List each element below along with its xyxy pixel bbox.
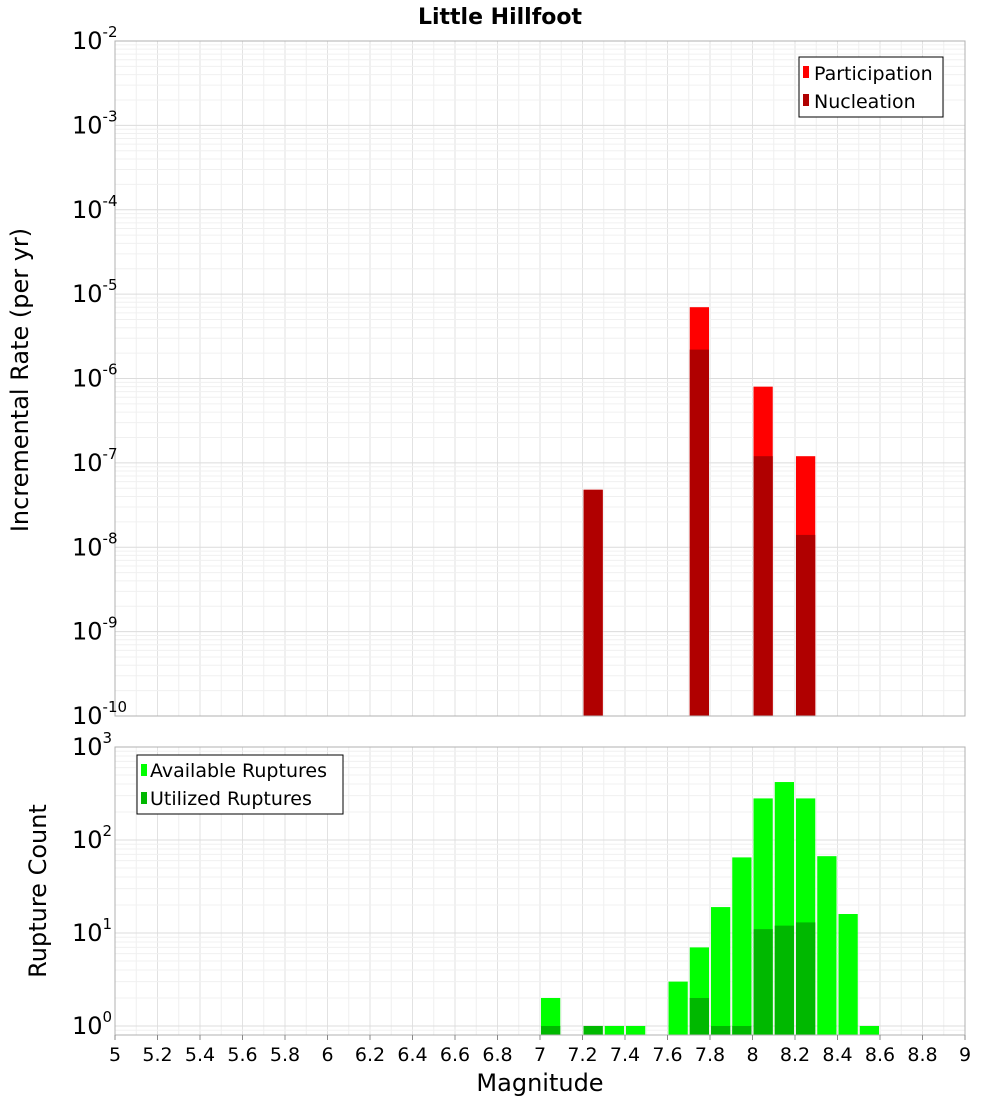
rate-y-tick-label: 10-6	[72, 361, 118, 393]
x-tick-label: 5.6	[227, 1044, 257, 1066]
available-ruptures-bar	[668, 981, 688, 1035]
participation-legend-swatch	[803, 66, 809, 78]
available-ruptures-bar	[604, 1025, 624, 1035]
nucleation-bar	[689, 349, 709, 716]
nucleation-legend-swatch	[803, 94, 809, 106]
rate-y-tick-labels: 10-10 10-9 10-8 10-7 10-6 10-5 10-4 10-3 10-2	[72, 23, 127, 730]
rate-y-tick-label: 10-8	[72, 529, 118, 561]
count-legend-box	[136, 754, 344, 815]
available-legend-label: Available Ruptures	[150, 760, 327, 782]
x-tick-label: 8.4	[822, 1044, 852, 1066]
rate-y-tick-label: 10-7	[72, 445, 118, 477]
x-tick-label: 7	[534, 1044, 546, 1066]
x-tick-label: 8	[746, 1044, 758, 1066]
rate-legend: Participation Nucleation	[798, 56, 944, 118]
available-ruptures-bar	[838, 914, 858, 1035]
x-tick-label: 7.2	[567, 1044, 597, 1066]
count-legend: Available Ruptures Utilized Ruptures	[136, 754, 344, 815]
x-tick-label: 8.8	[907, 1044, 937, 1066]
nucleation-bar	[583, 489, 603, 716]
magnitude-x-tick-labels: 5 5.2 5.4 5.6 5.8 6 6.2 6.4 6.6 6.8 7 7.2 7.4 7.6 7.8 8…	[109, 1035, 971, 1066]
x-tick-label: 5.4	[185, 1044, 215, 1066]
rate-y-tick-label: 10-2	[72, 23, 118, 55]
available-ruptures-bar	[626, 1025, 646, 1035]
x-tick-label: 6.8	[482, 1044, 512, 1066]
nucleation-bar	[796, 534, 816, 716]
count-y-tick-label: 102	[72, 822, 112, 854]
x-tick-label: 6.2	[355, 1044, 385, 1066]
available-ruptures-bar	[732, 857, 752, 1035]
rate-y-tick-label: 10-10	[72, 698, 127, 730]
nucleation-legend-label: Nucleation	[814, 91, 916, 113]
available-ruptures-bar	[859, 1025, 879, 1035]
available-legend-swatch	[141, 764, 147, 776]
x-tick-label: 6	[321, 1044, 333, 1066]
rate-y-tick-label: 10-5	[72, 276, 118, 308]
utilized-legend-label: Utilized Ruptures	[150, 788, 312, 810]
rate-panel: 10-10 10-9 10-8 10-7 10-6 10-5 10-4 10-3 10-2 In…	[6, 23, 966, 730]
rate-y-tick-label: 10-4	[72, 192, 118, 224]
utilized-ruptures-bar	[732, 1025, 752, 1035]
x-tick-label: 5.8	[270, 1044, 300, 1066]
rate-bars	[583, 307, 816, 716]
available-ruptures-bar	[817, 856, 837, 1035]
rate-y-tick-label: 10-3	[72, 107, 118, 139]
rate-grid	[114, 40, 966, 717]
rate-y-tick-label: 10-9	[72, 614, 118, 646]
rate-legend-box	[798, 56, 944, 118]
x-tick-label: 8.6	[865, 1044, 895, 1066]
x-tick-label: 6.4	[397, 1044, 427, 1066]
x-tick-label: 9	[959, 1044, 971, 1066]
utilized-ruptures-bar	[711, 1025, 731, 1035]
x-tick-label: 7.4	[610, 1044, 640, 1066]
x-tick-label: 5.2	[142, 1044, 172, 1066]
chart-title: Little Hillfoot	[418, 5, 583, 30]
utilized-ruptures-bar	[796, 922, 816, 1035]
count-y-axis-label: Rupture Count	[24, 804, 52, 978]
utilized-ruptures-bar	[583, 1025, 603, 1035]
rate-y-axis-label: Incremental Rate (per yr)	[6, 228, 34, 532]
nucleation-bar	[753, 456, 773, 716]
count-panel: 100 101 102 103 5 5.2 5.4 5.6 5.8 6 6.2 6.4 6.6 6.8 7…	[24, 729, 971, 1097]
x-tick-label: 8.2	[780, 1044, 810, 1066]
count-y-tick-labels: 100 101 102 103	[72, 729, 112, 1040]
utilized-ruptures-bar	[753, 929, 773, 1035]
participation-legend-label: Participation	[814, 63, 933, 85]
x-tick-label: 7.8	[695, 1044, 725, 1066]
x-axis-label: Magnitude	[476, 1069, 603, 1097]
utilized-legend-swatch	[141, 792, 147, 804]
rate-plot-border	[114, 40, 966, 717]
utilized-ruptures-bar	[541, 1025, 561, 1035]
x-tick-label: 5	[109, 1044, 121, 1066]
available-ruptures-bar	[541, 997, 561, 1035]
count-y-tick-label: 103	[72, 729, 112, 761]
count-bars	[541, 782, 879, 1035]
count-y-tick-label: 100	[72, 1008, 112, 1040]
count-y-tick-label: 101	[72, 915, 112, 947]
available-ruptures-bar	[711, 907, 731, 1035]
utilized-ruptures-bar	[774, 925, 794, 1035]
utilized-ruptures-bar	[689, 997, 709, 1035]
x-tick-label: 6.6	[440, 1044, 470, 1066]
x-tick-label: 7.6	[652, 1044, 682, 1066]
